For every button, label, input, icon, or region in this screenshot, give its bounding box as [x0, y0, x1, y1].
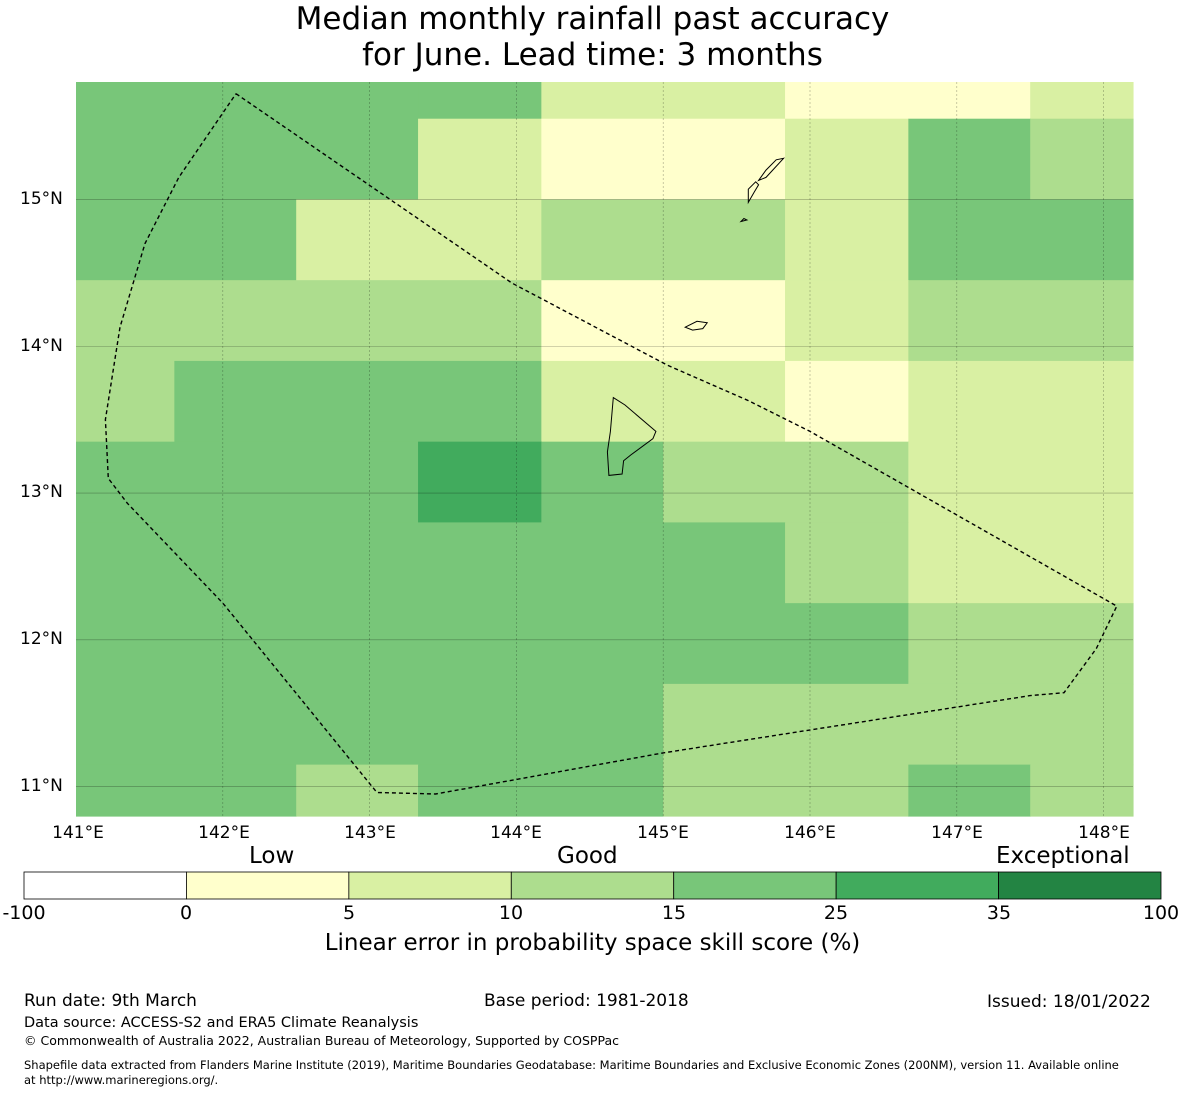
data-source: Data source: ACCESS-S2 and ERA5 Climate …: [24, 1015, 419, 1031]
colorbar-label-exceptional: Exceptional: [996, 843, 1130, 869]
skill-cell: [908, 280, 1134, 362]
skill-cell: [174, 360, 542, 443]
skill-cell: [785, 360, 909, 443]
graticule: [76, 82, 1133, 816]
skill-cell: [541, 118, 786, 201]
island-saipan: [757, 157, 786, 182]
skill-cell: [785, 199, 909, 281]
colorbar-tick: 0: [179, 902, 193, 924]
lon-label-142: 142°E: [198, 823, 250, 843]
skill-cell: [908, 764, 1031, 817]
skill-cell: [296, 764, 419, 817]
lon-label-148: 148°E: [1078, 823, 1130, 843]
lat-label-13: 13°N: [20, 482, 63, 502]
skill-cell: [418, 118, 542, 201]
colorbar-tick: 15: [661, 902, 687, 924]
colorbar-segment: [348, 871, 512, 900]
lat-label-15: 15°N: [20, 189, 63, 209]
skill-cell: [296, 199, 542, 281]
colorbar-tick: 10: [498, 902, 524, 924]
skill-cell: [908, 441, 1134, 523]
lon-label-146: 146°E: [784, 823, 836, 843]
island-rota: [683, 320, 709, 331]
skill-cell: [541, 82, 786, 120]
colorbar-tick: 25: [823, 902, 849, 924]
skill-cell: [418, 441, 542, 523]
skill-cell: [76, 522, 786, 604]
colorbar: [23, 871, 1162, 900]
skill-cell: [76, 603, 909, 685]
colorbar-segment: [835, 871, 999, 900]
skill-cell: [541, 280, 786, 362]
shapefile-credit-line2: at http://www.marineregions.org/.: [24, 1073, 219, 1087]
skill-cell: [908, 603, 1134, 685]
skill-cell: [663, 441, 909, 523]
island-outlines: [606, 157, 786, 476]
skill-grid: [76, 82, 1134, 817]
skill-cell: [76, 82, 419, 120]
colorbar-segment: [510, 871, 675, 900]
eez-outline: [104, 93, 1118, 795]
lat-label-11: 11°N: [20, 776, 63, 796]
skill-cell: [76, 280, 542, 362]
skill-cell: [76, 199, 297, 281]
lon-label-141: 141°E: [52, 823, 104, 843]
skill-cell: [76, 118, 419, 201]
skill-cell: [908, 118, 1031, 201]
colorbar-segment: [673, 871, 837, 900]
skill-cell: [663, 764, 909, 817]
skill-cell: [785, 522, 909, 604]
colorbar-tick: -100: [2, 902, 46, 924]
colorbar-label-good: Good: [557, 843, 618, 869]
shapefile-credit-line1: Shapefile data extracted from Flanders M…: [24, 1058, 1119, 1072]
skill-cell: [541, 360, 786, 443]
copyright: © Commonwealth of Australia 2022, Austra…: [24, 1033, 619, 1048]
colorbar-segment: [23, 871, 187, 900]
lat-label-12: 12°N: [20, 629, 63, 649]
colorbar-tick: 5: [342, 902, 356, 924]
colorbar-tick: 35: [986, 902, 1012, 924]
eez-boundary: [104, 93, 1118, 795]
skill-cell: [785, 280, 909, 362]
issued-date: Issued: 18/01/2022: [987, 992, 1151, 1012]
skill-cell: [541, 199, 786, 281]
skill-cell: [76, 683, 664, 766]
colorbar-title: Linear error in probability space skill …: [324, 930, 861, 956]
skill-cell: [418, 82, 542, 120]
skill-cell: [1030, 764, 1134, 817]
island-guam: [606, 396, 657, 476]
skill-cell: [663, 683, 1134, 766]
skill-cell: [418, 764, 664, 817]
colorbar-segment: [186, 871, 350, 900]
run-date: Run date: 9th March: [24, 991, 197, 1011]
island-tinian: [747, 181, 760, 205]
colorbar-segment: [998, 871, 1162, 900]
base-period: Base period: 1981-2018: [484, 991, 689, 1011]
skill-cell: [908, 199, 1134, 281]
chart-title-line2: for June. Lead time: 3 months: [362, 37, 823, 73]
skill-cell: [76, 360, 175, 443]
colorbar-label-low: Low: [249, 843, 295, 869]
skill-cell: [1030, 118, 1134, 201]
skill-cell: [541, 441, 664, 523]
lon-label-147: 147°E: [931, 823, 983, 843]
skill-cell: [908, 360, 1134, 443]
lon-label-144: 144°E: [490, 823, 542, 843]
skill-cell: [1030, 82, 1134, 120]
lon-label-145: 145°E: [637, 823, 689, 843]
skill-cell: [76, 764, 297, 817]
lat-label-14: 14°N: [20, 336, 63, 356]
chart-title-line1: Median monthly rainfall past accuracy: [295, 1, 890, 37]
skill-cell: [785, 118, 909, 201]
lon-label-143: 143°E: [344, 823, 396, 843]
skill-cell: [76, 441, 419, 523]
skill-cell: [908, 522, 1134, 604]
skill-cell: [785, 82, 1031, 120]
island-aguijan: [739, 217, 749, 223]
colorbar-tick: 100: [1142, 902, 1180, 924]
